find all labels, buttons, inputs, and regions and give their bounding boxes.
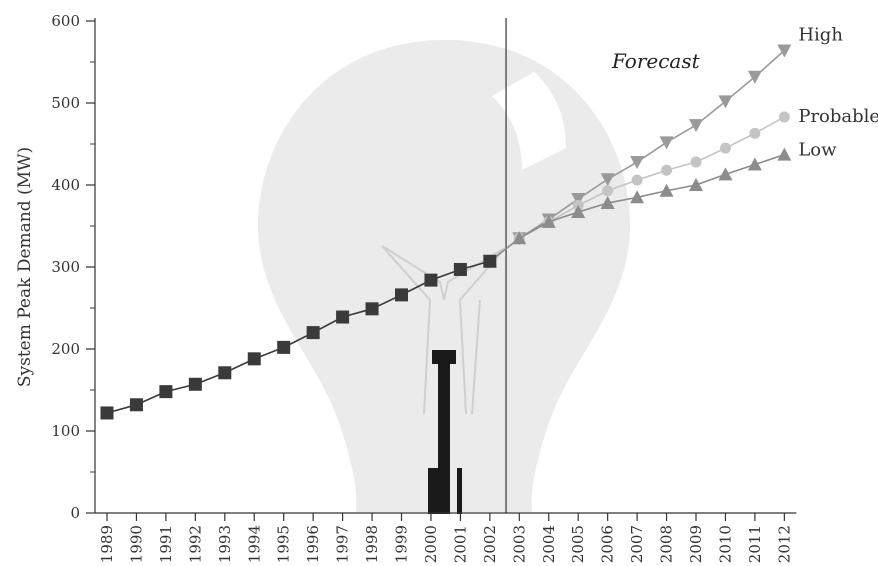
data-point	[159, 385, 173, 399]
light-bulb-icon	[258, 40, 630, 514]
y-tick-label: 400	[51, 176, 80, 194]
data-point	[600, 196, 615, 210]
series-label: Probable	[798, 106, 878, 127]
data-point	[600, 173, 615, 187]
x-tick-label: 2006	[599, 525, 617, 563]
x-tick-label: 1993	[216, 525, 234, 563]
x-tick-label: 2010	[716, 525, 734, 563]
x-tick-label: 1998	[363, 525, 381, 563]
y-tick-label: 300	[51, 258, 80, 276]
x-tick-label: 1999	[393, 525, 411, 563]
data-point	[777, 147, 792, 161]
data-point	[188, 377, 202, 391]
data-point	[100, 406, 114, 420]
data-point	[365, 302, 379, 316]
x-tick-label: 2005	[569, 525, 587, 563]
x-tick-label: 2003	[510, 525, 528, 563]
x-tick-label: 2004	[540, 525, 558, 563]
x-tick-label: 2000	[422, 525, 440, 563]
data-point	[247, 352, 261, 366]
data-point	[690, 156, 702, 168]
x-tick-label: 2009	[687, 525, 705, 563]
data-point	[718, 95, 733, 109]
x-tick-label: 2001	[451, 525, 469, 563]
data-point	[277, 340, 291, 354]
data-point	[602, 185, 614, 197]
data-point	[218, 366, 232, 380]
data-point	[541, 214, 556, 228]
x-tick-label: 2002	[481, 525, 499, 563]
x-tick-label: 2011	[746, 525, 764, 563]
y-tick-label: 500	[51, 94, 80, 112]
y-tick-label: 100	[51, 422, 80, 440]
data-point	[778, 111, 790, 123]
x-tick-label: 2012	[775, 525, 793, 563]
y-tick-label: 0	[70, 504, 80, 522]
data-point	[453, 262, 467, 276]
x-tick-label: 1989	[98, 525, 116, 563]
data-point	[747, 70, 762, 84]
forecast-label: Forecast	[611, 49, 701, 73]
y-tick-label: 600	[51, 12, 80, 30]
y-axis-label: System Peak Demand (MW)	[15, 147, 35, 387]
data-point	[483, 254, 497, 268]
series-label: High	[798, 25, 843, 46]
data-point	[631, 174, 643, 186]
data-point	[719, 142, 731, 154]
plot-area: 0 100 200 300 400 500 600 1989 1990 1991 1992 1993 1…	[51, 12, 878, 563]
x-tick-label: 1992	[186, 525, 204, 563]
data-point	[659, 183, 674, 197]
data-point	[571, 192, 586, 206]
x-tick-label: 1995	[275, 525, 293, 563]
data-point	[129, 398, 143, 412]
data-point	[777, 44, 792, 58]
data-point	[661, 164, 673, 176]
data-point	[659, 136, 674, 150]
data-point	[747, 157, 762, 171]
y-tick-label: 200	[51, 340, 80, 358]
data-point	[689, 178, 703, 191]
data-point	[512, 231, 527, 245]
data-point	[395, 288, 408, 302]
data-point	[630, 156, 645, 170]
data-point	[689, 119, 703, 133]
x-tick-label: 1991	[157, 525, 175, 563]
x-tick-label: 1997	[334, 525, 352, 563]
x-tick-label: 2008	[658, 525, 676, 563]
x-tick-label: 1996	[304, 525, 322, 563]
data-point	[424, 273, 438, 287]
x-tick-label: 1994	[245, 525, 263, 563]
data-point	[306, 326, 320, 340]
data-point	[718, 167, 733, 181]
x-tick-label: 2007	[628, 525, 646, 563]
data-point	[571, 205, 586, 219]
data-point	[336, 310, 350, 324]
series-label: Low	[798, 140, 837, 161]
data-point	[749, 127, 761, 139]
data-point	[630, 190, 645, 204]
x-tick-label: 1990	[127, 525, 145, 563]
